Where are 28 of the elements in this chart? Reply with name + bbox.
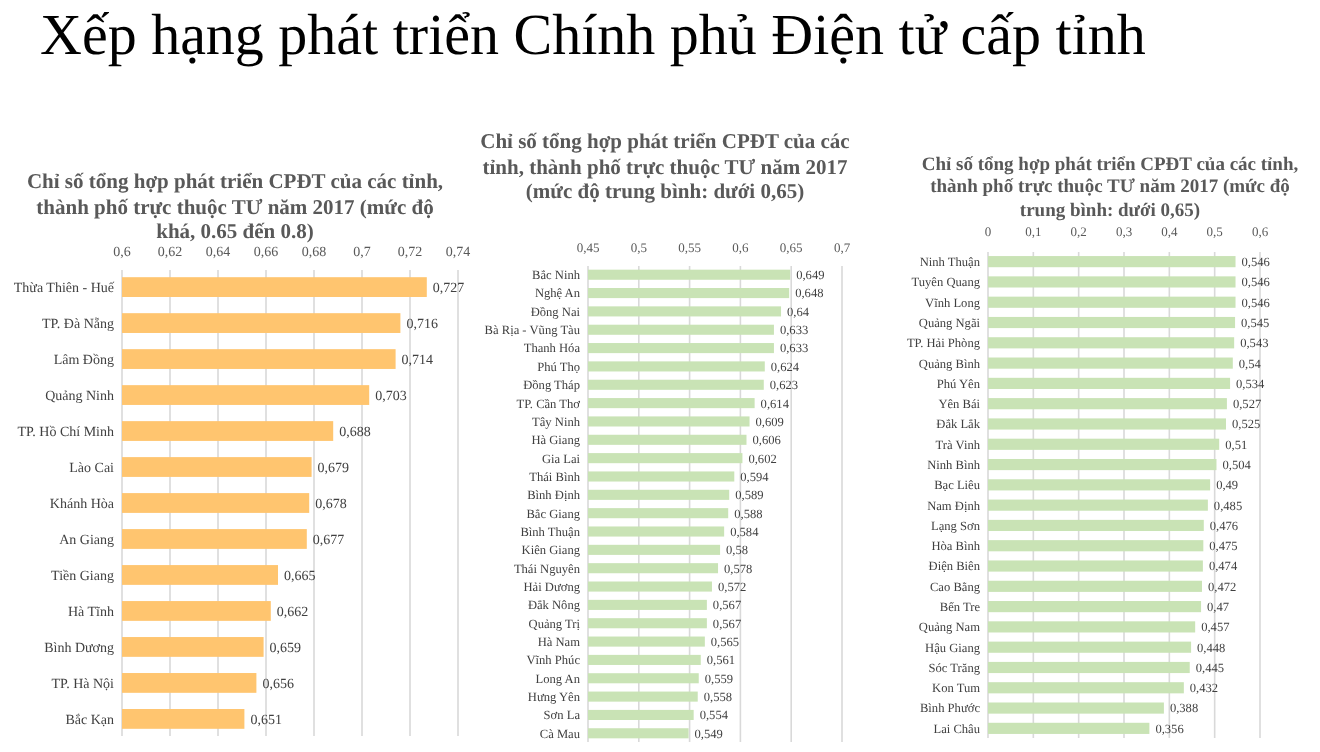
bar [988, 560, 1203, 572]
bar [988, 499, 1208, 511]
bar [988, 316, 1236, 329]
bar [988, 479, 1211, 491]
chart-title: Chỉ số tổng hợp phát triển CPĐT của các tỉnh, thành phố trực thuộc TƯ năm 2017 (mức độ trung bình: dưới 0,65) [919, 156, 1301, 225]
bar [988, 357, 1233, 369]
bar [988, 601, 1202, 613]
bar [988, 398, 1227, 410]
bar [988, 641, 1192, 653]
bar [988, 702, 1164, 714]
bar [988, 296, 1236, 308]
bar [988, 377, 1231, 389]
bar [988, 519, 1204, 532]
bar [988, 418, 1226, 430]
bar [988, 661, 1190, 674]
bar [988, 438, 1220, 450]
bar [988, 458, 1217, 471]
bar [988, 256, 1236, 268]
chart-title: Chỉ số tổng hợp phát triển CPĐT của các tỉnh, thành phố trực thuộc TƯ năm 2017 (mức độ trung bình: dưới 0,65) [480, 132, 850, 208]
bar [988, 722, 1150, 734]
text: Xếp hạng phát triển Chính phủ Điện tử cấp tỉnh [40, 4, 1146, 68]
bar [988, 337, 1235, 349]
bar [988, 540, 1204, 552]
bar [988, 580, 1202, 592]
bar [988, 276, 1236, 288]
bar [988, 682, 1184, 694]
chart-title: Chỉ số tổng hợp phát triển CPĐT của các tỉnh, thành phố trực thuộc TƯ năm 2017 (mức độ khá, 0.65 đến 0.8) [24, 172, 446, 246]
bar [988, 621, 1196, 633]
